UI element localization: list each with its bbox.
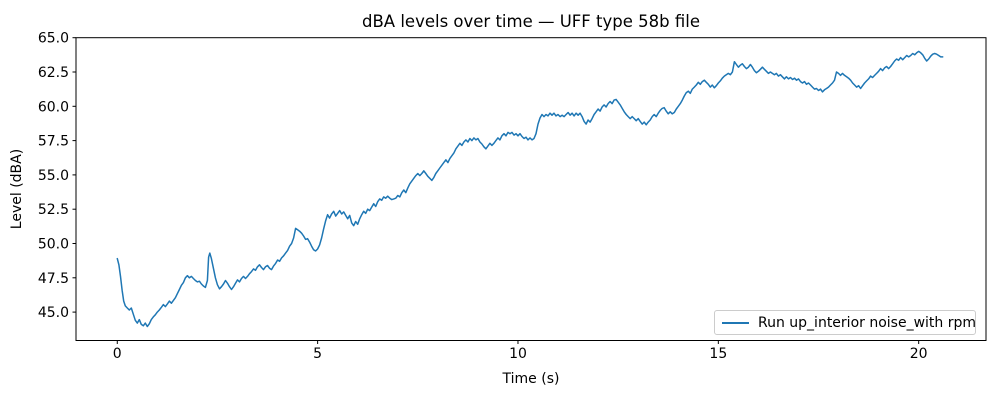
y-tick-label: 47.5: [38, 271, 69, 287]
y-tick-label: 65.0: [38, 31, 69, 47]
x-axis-label: Time (s): [502, 371, 560, 387]
y-tick-label: 60.0: [38, 99, 69, 115]
x-tick-label: 20: [910, 346, 928, 362]
legend-line-sample: [722, 321, 749, 324]
y-tick-label: 45.0: [38, 305, 69, 321]
x-tick-label: 5: [313, 346, 322, 362]
legend: Run up_interior noise_with rpm: [714, 310, 976, 335]
legend-label: Run up_interior noise_with rpm: [758, 314, 977, 331]
chart-title: dBA levels over time — UFF type 58b file: [362, 12, 700, 31]
y-tick-label: 50.0: [38, 236, 69, 252]
plot-border: [75, 37, 987, 341]
x-tick-label: 15: [709, 346, 727, 362]
y-tick-label: 57.5: [38, 134, 69, 150]
y-tick-label: 52.5: [38, 202, 69, 218]
y-axis-label: Level (dBA): [9, 148, 25, 230]
y-tick-label: 62.5: [38, 65, 69, 81]
x-tick-label: 0: [113, 346, 122, 362]
x-tick-label: 10: [509, 346, 527, 362]
data-line: [116, 50, 944, 328]
y-tick-label: 55.0: [38, 168, 69, 184]
